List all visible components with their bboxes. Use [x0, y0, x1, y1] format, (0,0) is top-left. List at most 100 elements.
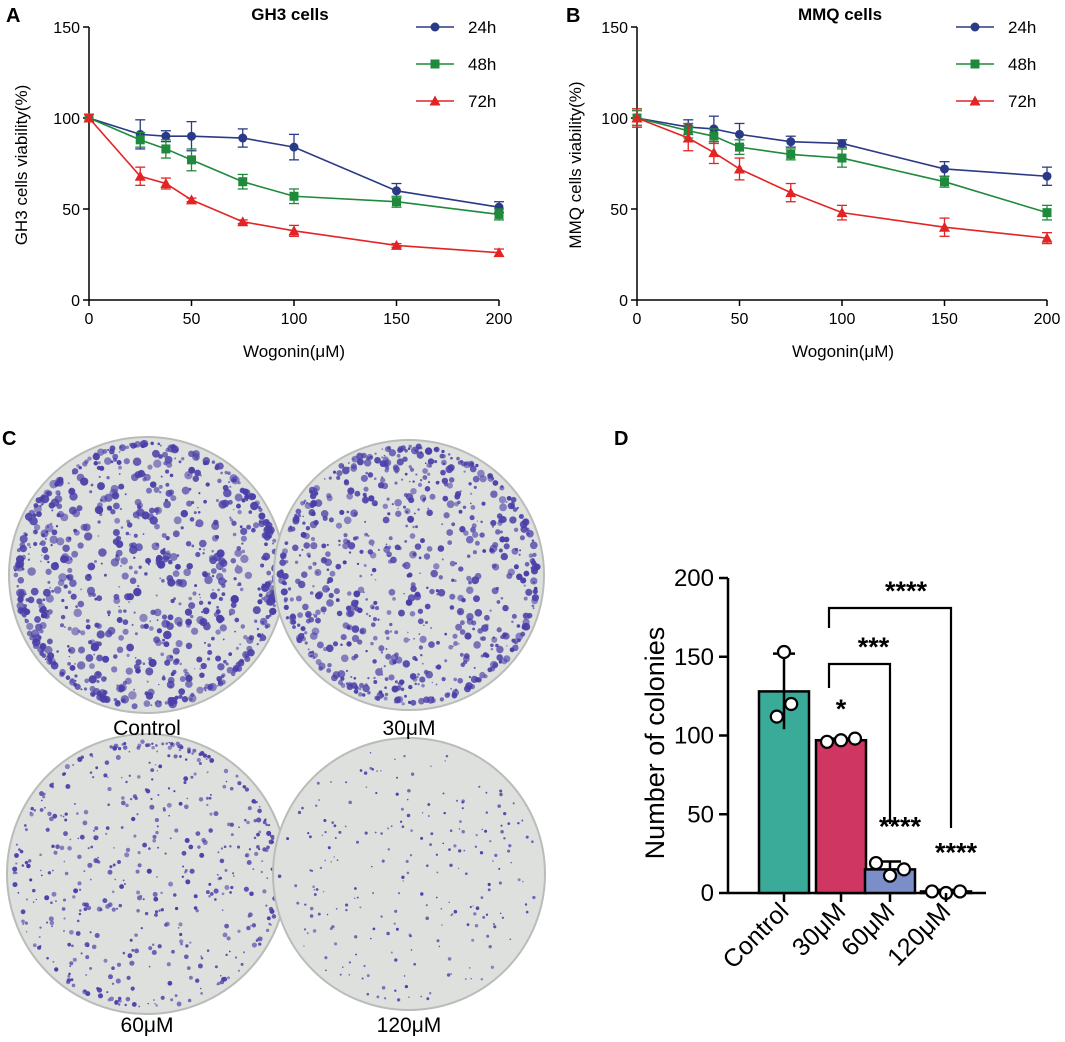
colony-dot: [291, 619, 297, 625]
colony-dot: [147, 688, 155, 696]
colony-dot: [155, 554, 163, 562]
y-tick-label: 150: [601, 20, 628, 37]
colony-dot: [149, 516, 158, 525]
colony-dot: [365, 786, 368, 788]
colony-dot: [51, 891, 57, 897]
colony-dot: [309, 591, 314, 595]
colony-dot: [159, 577, 162, 580]
colony-dot: [16, 548, 21, 553]
colony-dot: [208, 828, 213, 833]
colony-dot: [47, 811, 52, 817]
colony-dot: [117, 996, 122, 1001]
colony-dot: [303, 928, 307, 931]
colony-dot: [187, 750, 191, 754]
colony-dot: [473, 912, 477, 916]
colony-dot: [39, 926, 42, 929]
colony-dot: [490, 643, 494, 648]
colony-dot: [196, 656, 203, 663]
colony-dot: [479, 671, 486, 679]
colony-dot: [265, 528, 269, 532]
colony-dot: [23, 604, 27, 608]
colony-dot: [431, 681, 434, 684]
colony-dot: [323, 612, 325, 615]
colony-dot: [246, 925, 251, 931]
colony-dot: [166, 962, 171, 967]
colony-dot: [374, 578, 377, 581]
colony-dot: [247, 493, 256, 501]
x-tick-label: 50: [183, 311, 201, 328]
colony-dot: [408, 497, 415, 504]
colony-dot: [381, 986, 386, 990]
colony-dot: [59, 623, 65, 628]
colony-dot: [253, 836, 257, 840]
colony-dot: [162, 806, 166, 810]
colony-dot: [366, 992, 370, 996]
colony-dot: [350, 465, 358, 472]
colony-dot: [211, 535, 219, 542]
colony-dot: [21, 919, 25, 924]
colony-dot: [510, 501, 515, 507]
colony-dot: [419, 479, 423, 482]
colony-dot: [167, 696, 175, 704]
colony-dot: [86, 905, 92, 911]
colony-dot: [260, 563, 265, 568]
colony-dot: [49, 535, 58, 544]
colony-dot: [174, 563, 181, 570]
colony-dot: [524, 561, 530, 567]
colony-dot: [83, 907, 88, 911]
colony-dot: [323, 646, 328, 652]
colony-dot: [72, 957, 77, 962]
colony-dot: [486, 934, 490, 938]
colony-dot: [26, 863, 31, 869]
colony-dot: [392, 597, 396, 601]
colony-dot: [259, 634, 267, 642]
colony-dot: [222, 784, 227, 789]
colony-dot: [420, 538, 425, 544]
colony-dot: [237, 969, 240, 972]
colony-dot: [183, 668, 188, 674]
colony-dot: [138, 1005, 141, 1008]
colony-dot: [189, 941, 192, 944]
y-tick-label: 50: [687, 801, 714, 828]
colony-dot: [332, 470, 337, 474]
colony-dot: [40, 869, 42, 872]
colony-dot: [168, 559, 173, 565]
colony-dot: [375, 668, 383, 676]
colony-dot: [107, 614, 110, 617]
colony-dot: [404, 694, 407, 698]
colony-dot: [251, 942, 257, 948]
colony-dot: [248, 848, 252, 851]
colony-dot: [488, 945, 492, 949]
colony-dot: [348, 961, 351, 964]
colony-dot: [465, 535, 474, 544]
colony-dot: [461, 800, 465, 804]
colony-dot: [421, 662, 424, 665]
colony-dot: [409, 467, 415, 472]
colony-dot: [107, 998, 111, 1002]
colony-dot: [230, 885, 234, 890]
colony-dot: [271, 836, 275, 840]
colony-dot: [383, 454, 386, 457]
colony-dot: [243, 886, 249, 892]
colony-dot: [12, 866, 18, 872]
colony-dot: [469, 905, 472, 909]
colony-dot: [242, 951, 246, 954]
colony-dot: [420, 892, 424, 896]
colony-dot: [210, 592, 218, 600]
y-tick-label: 100: [53, 111, 80, 128]
colony-dot: [410, 772, 415, 776]
colony-dot: [186, 623, 191, 628]
colony-dot: [179, 745, 184, 750]
colony-dot: [413, 512, 416, 515]
colony-dot: [246, 860, 252, 865]
colony-dot: [207, 754, 211, 759]
colony-dot: [231, 520, 237, 526]
colony-dot: [419, 494, 427, 502]
colony-dot: [171, 949, 175, 954]
colony-dot: [384, 692, 389, 697]
colony-dot: [346, 641, 352, 647]
colony-dot: [173, 893, 177, 897]
colony-dot: [198, 797, 204, 802]
colony-dot: [261, 621, 265, 624]
colony-dot: [381, 859, 385, 863]
